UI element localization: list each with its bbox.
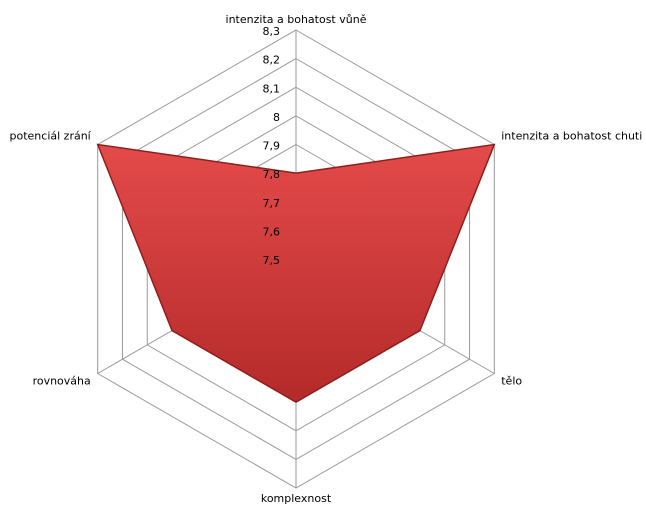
radar-area: [96, 143, 496, 403]
r-tick-label: 8: [273, 111, 280, 124]
r-tick-label: 8,2: [263, 54, 281, 67]
r-tick-label: 7,6: [263, 225, 281, 238]
r-tick-label: 7,9: [263, 140, 281, 153]
r-tick-label: 8,1: [263, 82, 281, 95]
category-label: komplexnost: [261, 492, 332, 505]
r-tick-label: 8,3: [263, 25, 281, 38]
r-tick-label: 7,5: [263, 254, 281, 267]
category-label: intenzita a bohatost chuti: [501, 130, 642, 143]
r-tick-label: 7,7: [263, 197, 281, 210]
category-label: rovnováha: [33, 375, 91, 388]
category-label: intenzita a bohatost vůně: [226, 13, 367, 26]
category-label: tělo: [501, 375, 522, 388]
category-label: potenciál zrání: [10, 130, 92, 143]
r-tick-label: 7,8: [263, 168, 281, 181]
